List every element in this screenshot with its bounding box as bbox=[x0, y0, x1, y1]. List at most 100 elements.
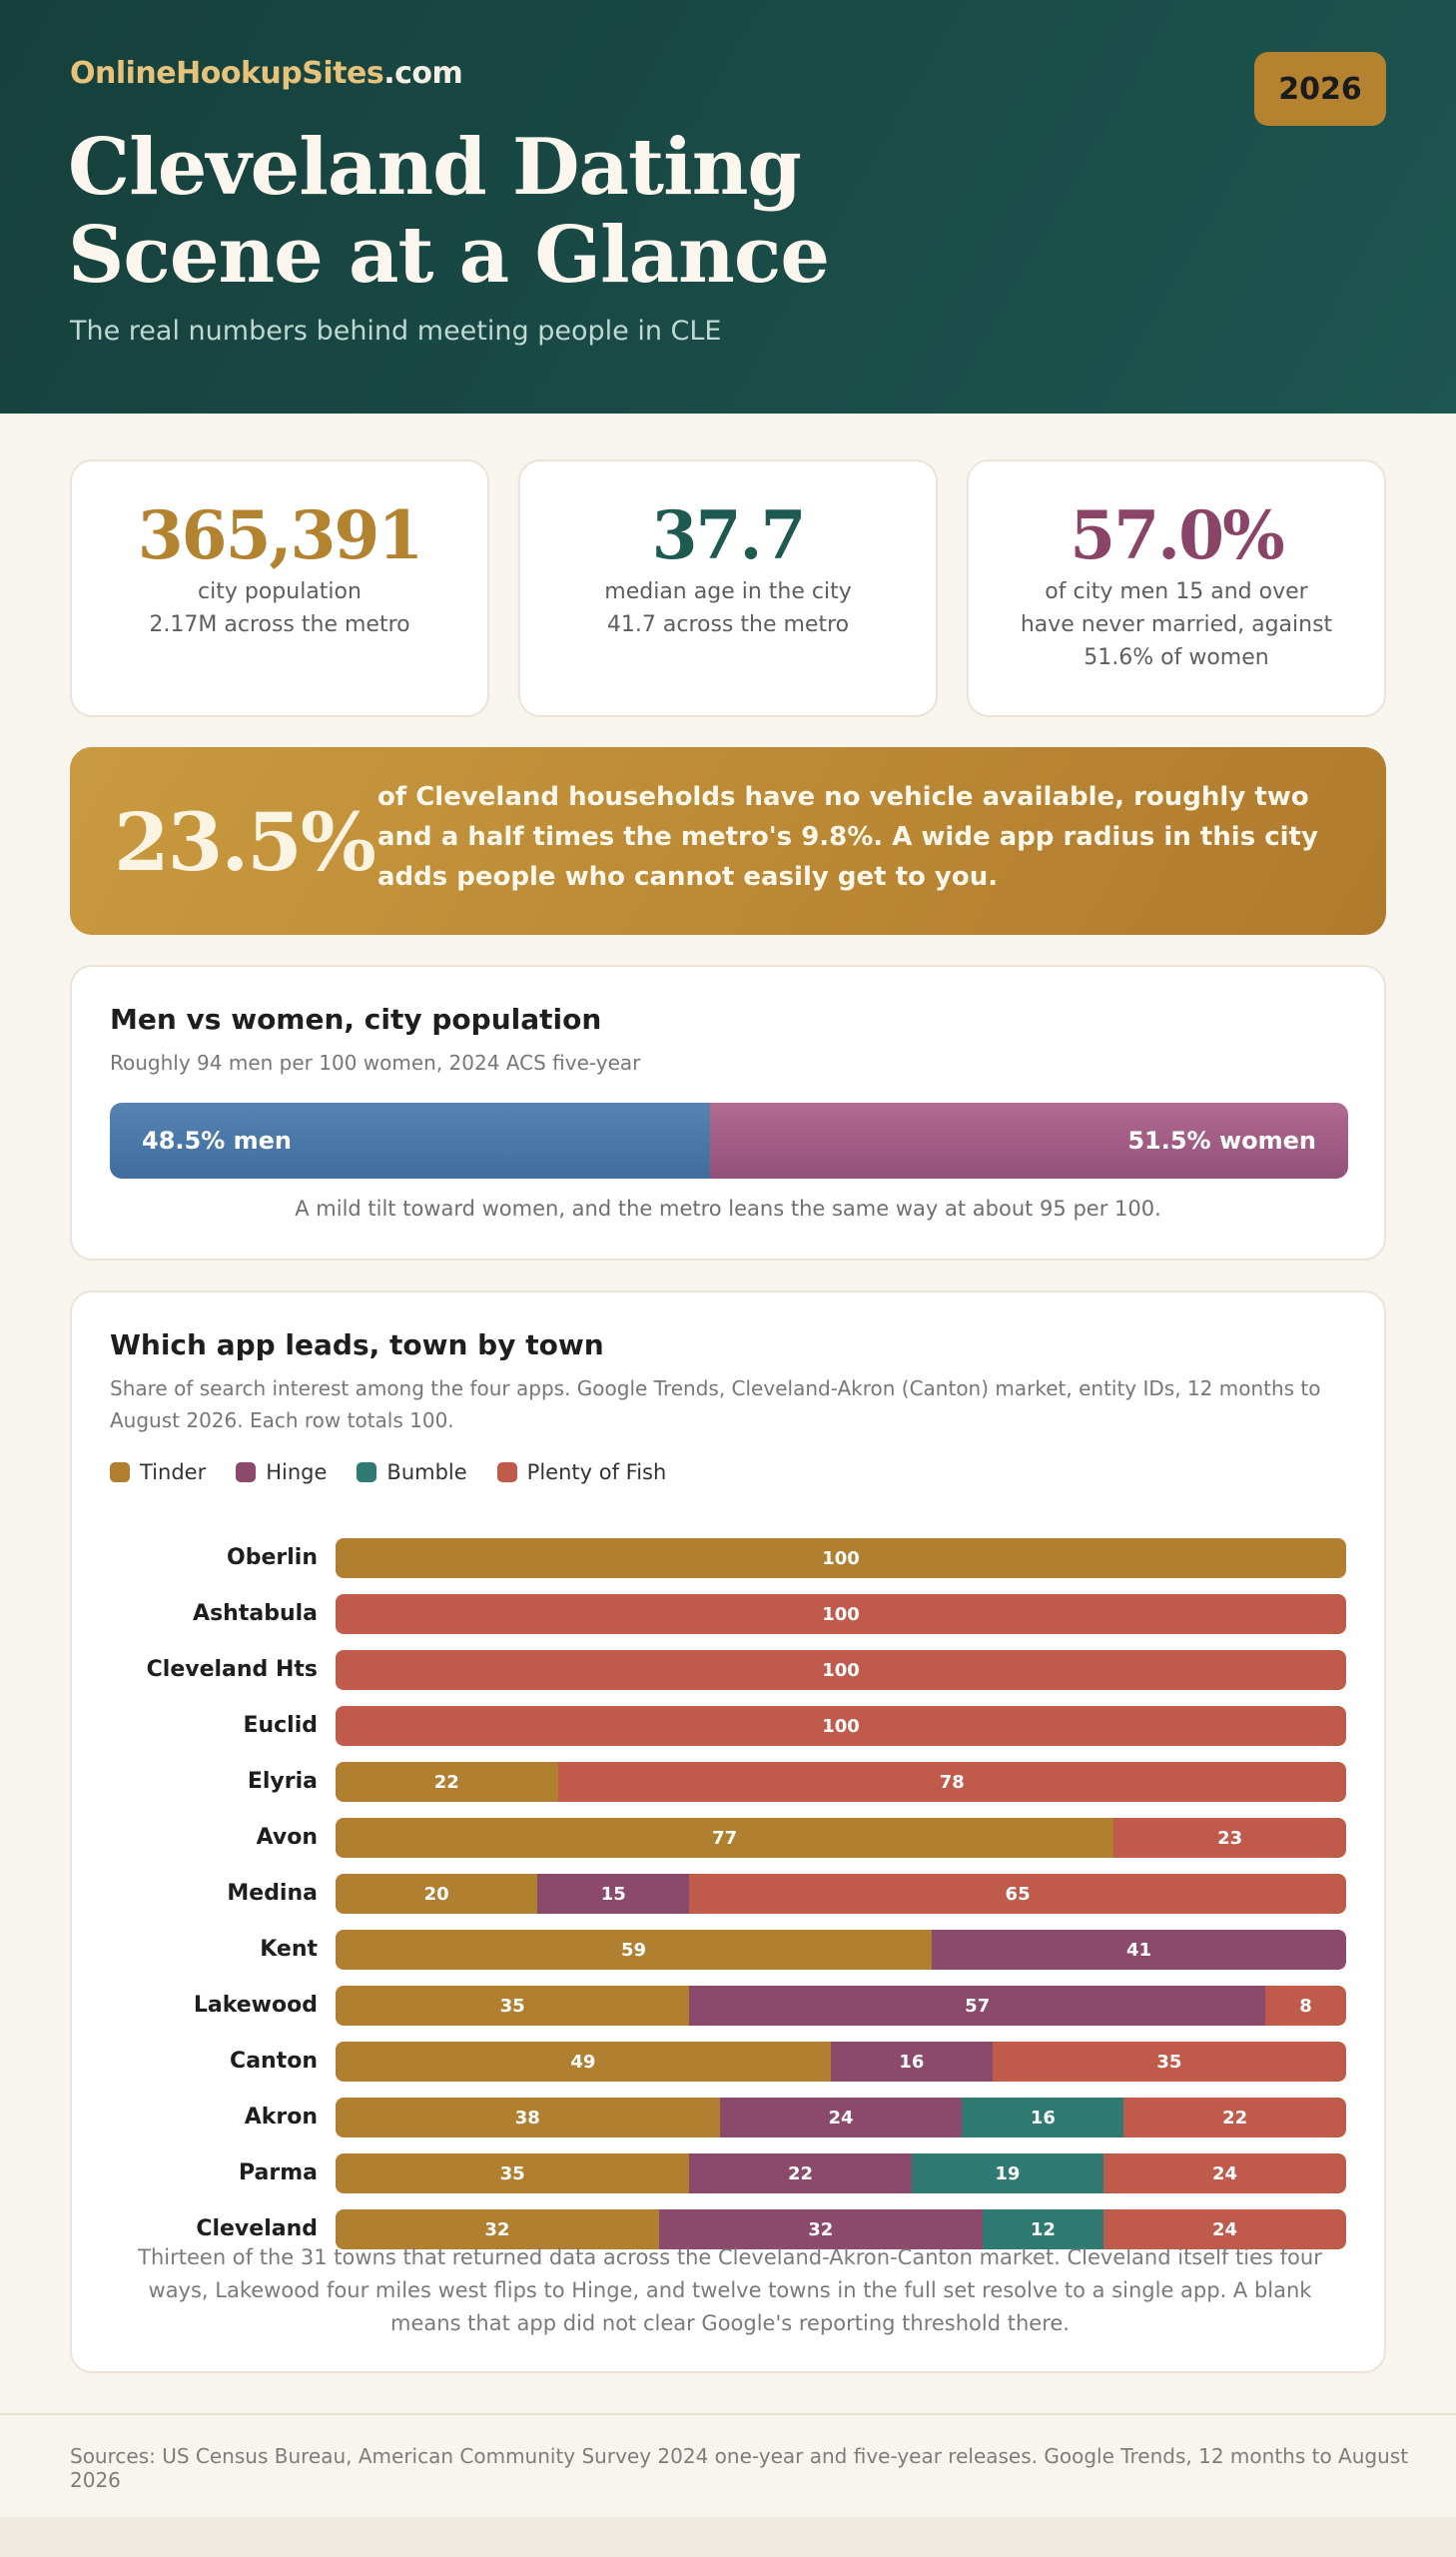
bar-segment: 32 bbox=[658, 2209, 983, 2249]
app-leader-card: Which app leads, town by town Share of s… bbox=[70, 1290, 1386, 2373]
bar-row: 100 bbox=[336, 1706, 1346, 1746]
bar-segment: 41 bbox=[932, 1930, 1346, 1970]
row-label: Avon bbox=[256, 1825, 318, 1850]
legend-swatch bbox=[357, 1462, 377, 1482]
bar-row: 20 15 65 bbox=[336, 1874, 1346, 1914]
year-badge: 2026 bbox=[1254, 52, 1386, 126]
page-subtitle: The real numbers behind meeting people i… bbox=[70, 316, 722, 347]
row-label: Cleveland bbox=[196, 2216, 318, 2241]
legend-item: Plenty of Fish bbox=[496, 1460, 666, 1484]
row-label: Medina bbox=[227, 1881, 318, 1906]
stat-value: 57.0% bbox=[1070, 496, 1284, 574]
legend-item: Hinge bbox=[236, 1460, 327, 1484]
bar-segment: 15 bbox=[537, 1874, 690, 1914]
row-label: Euclid bbox=[243, 1713, 318, 1738]
stat-card-never-married: 57.0% of city men 15 and over have never… bbox=[967, 459, 1386, 717]
row-label: Lakewood bbox=[193, 1993, 318, 2018]
chart-legend: Tinder Hinge Bumble Plenty of Fish bbox=[110, 1460, 666, 1484]
brand-tld: .com bbox=[383, 56, 463, 91]
stat-detail: 41.7 across the metro bbox=[606, 612, 850, 637]
bar-row: 100 bbox=[336, 1650, 1346, 1690]
bar-segment: 22 bbox=[689, 2153, 912, 2193]
app-chart-subtitle: Share of search interest among the four … bbox=[110, 1376, 1321, 1432]
bar-segment: 59 bbox=[336, 1930, 933, 1970]
stat-detail: 2.17M across the metro bbox=[149, 612, 410, 637]
bar-segment: 32 bbox=[336, 2209, 659, 2249]
header-banner: OnlineHookupSites.com 2026 Cleveland Dat… bbox=[0, 0, 1456, 414]
bar-segment: 100 bbox=[336, 1594, 1346, 1634]
bar-segment: 22 bbox=[336, 1762, 558, 1802]
sex-split-note: A mild tilt toward women, and the metro … bbox=[295, 1197, 1161, 1221]
legend-swatch bbox=[110, 1462, 130, 1482]
row-label: Canton bbox=[230, 2049, 318, 2074]
bar-segment: 12 bbox=[982, 2209, 1104, 2249]
row-label: Kent bbox=[260, 1937, 318, 1962]
legend-label: Bumble bbox=[386, 1460, 467, 1484]
sex-split-bar: 48.5% men 51.5% women bbox=[110, 1103, 1348, 1179]
stat-label: city population bbox=[198, 579, 362, 604]
callout-text: of Cleveland households have no vehicle … bbox=[377, 782, 1318, 892]
bar-segment: 38 bbox=[336, 2098, 720, 2137]
callout-value: 23.5% bbox=[114, 795, 376, 889]
sex-split-card: Men vs women, city population Roughly 94… bbox=[70, 965, 1386, 1261]
legend-item: Bumble bbox=[357, 1460, 467, 1484]
bar-row: 77 23 bbox=[336, 1818, 1346, 1858]
bar-row: 49 16 35 bbox=[336, 2042, 1346, 2082]
stat-detail: have never married, against 51.6% of wom… bbox=[1020, 612, 1333, 670]
app-chart-title: Which app leads, town by town bbox=[110, 1328, 604, 1361]
stat-label: median age in the city bbox=[604, 579, 852, 604]
footer-divider bbox=[0, 2413, 1456, 2415]
title-line-2: Scene at a Glance bbox=[68, 210, 830, 301]
legend-item: Tinder bbox=[110, 1460, 206, 1484]
stat-card-population: 365,391 city population 2.17M across the… bbox=[70, 459, 489, 717]
bar-segment: 100 bbox=[336, 1650, 1346, 1690]
sex-split-subtitle: Roughly 94 men per 100 women, 2024 ACS f… bbox=[110, 1051, 641, 1075]
bar-row: 22 78 bbox=[336, 1762, 1346, 1802]
bar-segment: 49 bbox=[336, 2042, 831, 2082]
bar-segment: 20 bbox=[336, 1874, 538, 1914]
bar-segment: 19 bbox=[911, 2153, 1104, 2193]
row-label: Cleveland Hts bbox=[146, 1657, 318, 1682]
row-label: Parma bbox=[239, 2160, 318, 2185]
sources-text: Sources: US Census Bureau, American Comm… bbox=[70, 2444, 1409, 2492]
bar-segment: 35 bbox=[336, 2153, 690, 2193]
bar-segment: 24 bbox=[1103, 2153, 1346, 2193]
women-segment: 51.5% women bbox=[710, 1103, 1348, 1179]
legend-label: Hinge bbox=[266, 1460, 328, 1484]
bar-segment: 24 bbox=[719, 2098, 963, 2137]
bar-segment: 77 bbox=[336, 1818, 1114, 1858]
bar-segment: 8 bbox=[1265, 1986, 1346, 2026]
bar-row: 100 bbox=[336, 1538, 1346, 1578]
bar-segment: 22 bbox=[1123, 2098, 1346, 2137]
bar-row: 38 24 16 22 bbox=[336, 2098, 1346, 2137]
bar-row: 59 41 bbox=[336, 1930, 1346, 1970]
bar-row: 100 bbox=[336, 1594, 1346, 1634]
bar-segment: 65 bbox=[689, 1874, 1346, 1914]
bar-segment: 16 bbox=[962, 2098, 1124, 2137]
bar-segment: 16 bbox=[830, 2042, 993, 2082]
row-label: Ashtabula bbox=[193, 1601, 318, 1626]
brand-name: OnlineHookupSites bbox=[70, 56, 384, 91]
bar-segment: 100 bbox=[336, 1706, 1346, 1746]
page-title: Cleveland Dating Scene at a Glance bbox=[68, 124, 867, 300]
bar-segment: 35 bbox=[992, 2042, 1346, 2082]
bar-segment: 24 bbox=[1103, 2209, 1346, 2249]
sex-split-title: Men vs women, city population bbox=[110, 1003, 602, 1036]
row-label: Akron bbox=[244, 2105, 318, 2130]
men-segment: 48.5% men bbox=[110, 1103, 711, 1179]
stat-value: 37.7 bbox=[651, 496, 807, 574]
bar-segment: 57 bbox=[689, 1986, 1266, 2026]
bar-row: 32 32 12 24 bbox=[336, 2209, 1346, 2249]
app-chart-note: Thirteen of the 31 towns that returned d… bbox=[138, 2245, 1322, 2335]
brand-logo[interactable]: OnlineHookupSites.com bbox=[70, 56, 463, 91]
title-line-1: Cleveland Dating bbox=[68, 122, 802, 213]
bar-segment: 78 bbox=[557, 1762, 1346, 1802]
legend-swatch bbox=[496, 1462, 517, 1482]
stat-card-median-age: 37.7 median age in the city 41.7 across … bbox=[518, 459, 938, 717]
stat-value: 365,391 bbox=[137, 496, 424, 574]
bar-segment: 23 bbox=[1113, 1818, 1346, 1858]
stacked-bar-chart: Oberlin 100 Ashtabula 100 Cleveland Hts 100 Eu… bbox=[72, 1292, 1384, 2371]
stat-label: of city men 15 and over bbox=[1045, 579, 1308, 604]
row-label: Elyria bbox=[247, 1769, 318, 1794]
